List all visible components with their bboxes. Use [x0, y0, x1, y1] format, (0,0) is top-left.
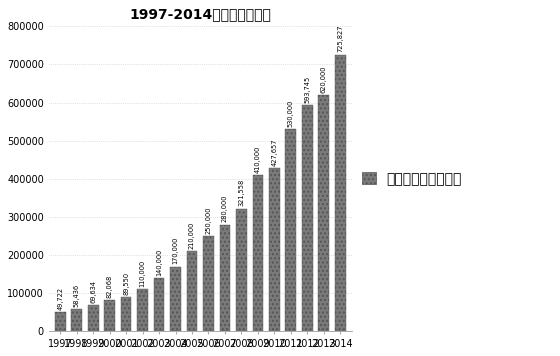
Bar: [319, 95, 329, 331]
Text: 250,000: 250,000: [206, 206, 212, 234]
Bar: [335, 54, 346, 331]
Text: 110,000: 110,000: [139, 260, 146, 287]
Bar: [55, 313, 66, 331]
Bar: [203, 236, 214, 331]
Bar: [153, 278, 165, 331]
Text: 140,000: 140,000: [156, 248, 162, 276]
Bar: [137, 289, 148, 331]
Text: 530,000: 530,000: [288, 100, 294, 127]
Text: 58,436: 58,436: [74, 284, 80, 307]
Bar: [286, 129, 296, 331]
Bar: [170, 267, 181, 331]
Text: 427,657: 427,657: [272, 138, 277, 166]
Bar: [71, 309, 82, 331]
Text: 410,000: 410,000: [255, 145, 261, 173]
Text: 89,550: 89,550: [123, 272, 129, 295]
Text: 49,722: 49,722: [57, 287, 63, 310]
Bar: [302, 105, 312, 331]
Text: 170,000: 170,000: [172, 237, 179, 264]
Bar: [121, 297, 132, 331]
Text: 725,827: 725,827: [337, 25, 343, 52]
Legend: 机动车保有量（辆）: 机动车保有量（辆）: [362, 172, 462, 186]
Text: 593,745: 593,745: [304, 75, 310, 103]
Text: 321,558: 321,558: [239, 179, 244, 206]
Text: 280,000: 280,000: [222, 195, 228, 222]
Text: 69,634: 69,634: [90, 279, 96, 303]
Bar: [236, 209, 247, 331]
Bar: [220, 225, 230, 331]
Text: 210,000: 210,000: [189, 222, 195, 249]
Bar: [104, 300, 115, 331]
Bar: [186, 251, 197, 331]
Title: 1997-2014年机动车保有量: 1997-2014年机动车保有量: [129, 7, 271, 21]
Text: 620,000: 620,000: [321, 65, 327, 93]
Text: 82,068: 82,068: [106, 274, 113, 298]
Bar: [88, 305, 99, 331]
Bar: [253, 175, 263, 331]
Bar: [269, 168, 280, 331]
